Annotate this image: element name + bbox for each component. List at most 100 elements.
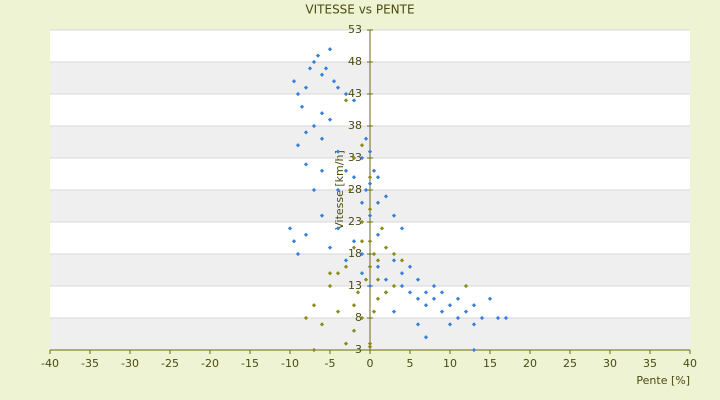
point — [335, 187, 341, 193]
x-tick-label: 40 — [683, 357, 697, 370]
y-tick-label: 23 — [348, 215, 362, 228]
point — [383, 194, 389, 199]
x-tick-label: 0 — [367, 357, 374, 370]
point — [359, 239, 365, 244]
point — [367, 283, 373, 289]
point — [391, 258, 397, 263]
y-tick-label: 28 — [348, 183, 362, 196]
point — [335, 149, 341, 154]
point — [287, 226, 293, 231]
point — [319, 322, 325, 327]
point — [415, 277, 421, 282]
point — [391, 309, 397, 314]
x-tick-label: 10 — [443, 357, 457, 370]
point — [363, 277, 369, 282]
point — [359, 143, 365, 148]
point — [431, 283, 437, 289]
point — [423, 290, 429, 295]
point — [327, 245, 333, 250]
point — [367, 207, 373, 212]
x-axis-label: Pente [%] — [636, 374, 690, 387]
x-tick-label: -5 — [325, 357, 336, 370]
x-tick-label: 30 — [603, 357, 617, 370]
point — [335, 271, 341, 276]
x-tick-label: -30 — [121, 357, 139, 370]
y-tick-label: 48 — [348, 55, 362, 68]
point — [415, 296, 421, 301]
point — [375, 296, 381, 301]
point — [423, 303, 429, 308]
point — [311, 303, 317, 308]
y-tick-label: 18 — [348, 247, 362, 260]
point — [351, 175, 357, 180]
point — [327, 271, 333, 276]
y-tick-label: 38 — [348, 119, 362, 132]
x-tick-label: -15 — [241, 357, 259, 370]
y-tick-label: 53 — [348, 23, 362, 36]
point — [351, 155, 357, 161]
point — [439, 290, 445, 295]
x-tick-label: 35 — [643, 357, 657, 370]
point — [375, 232, 381, 237]
point — [471, 322, 477, 327]
point — [383, 290, 389, 295]
x-tick-label: 15 — [483, 357, 497, 370]
point — [311, 187, 317, 193]
point — [319, 136, 325, 141]
point — [407, 264, 413, 269]
point — [455, 296, 461, 301]
point — [391, 213, 397, 218]
point — [463, 283, 469, 289]
point — [303, 315, 309, 321]
chart-title: VITESSE vs PENTE — [305, 3, 414, 17]
x-tick-label: 20 — [523, 357, 537, 370]
x-tick-label: -35 — [81, 357, 99, 370]
point — [367, 239, 373, 244]
point — [415, 322, 421, 327]
point — [335, 226, 341, 231]
point — [455, 315, 461, 321]
point — [495, 315, 501, 321]
x-tick-label: 5 — [407, 357, 414, 370]
point — [327, 283, 333, 289]
point — [303, 162, 309, 167]
point — [479, 315, 485, 321]
point — [375, 264, 381, 269]
point — [471, 347, 477, 353]
point — [399, 258, 405, 263]
point — [351, 328, 357, 333]
y-tick-label: 43 — [348, 87, 362, 100]
point — [375, 200, 381, 205]
point — [359, 219, 365, 225]
point — [367, 149, 373, 154]
point — [407, 290, 413, 295]
point — [423, 335, 429, 340]
x-tick-label: 25 — [563, 357, 577, 370]
point — [399, 226, 405, 231]
point — [359, 155, 365, 161]
x-tick-label: -20 — [201, 357, 219, 370]
point — [291, 239, 297, 244]
point — [447, 303, 453, 308]
point — [295, 143, 301, 148]
point — [359, 315, 365, 321]
y-tick-label: 13 — [348, 279, 362, 292]
point — [351, 303, 357, 308]
point — [391, 283, 397, 289]
point — [319, 213, 325, 218]
point — [343, 258, 349, 263]
point — [367, 181, 373, 186]
point — [295, 251, 301, 257]
point — [355, 290, 361, 295]
point — [347, 187, 353, 193]
point — [367, 264, 373, 269]
point — [471, 303, 477, 308]
point — [343, 341, 349, 346]
point — [335, 309, 341, 314]
point — [367, 344, 373, 349]
point — [379, 226, 385, 231]
x-tick-label: -40 — [41, 357, 59, 370]
point — [487, 296, 493, 301]
point — [371, 309, 377, 314]
point — [375, 258, 381, 263]
